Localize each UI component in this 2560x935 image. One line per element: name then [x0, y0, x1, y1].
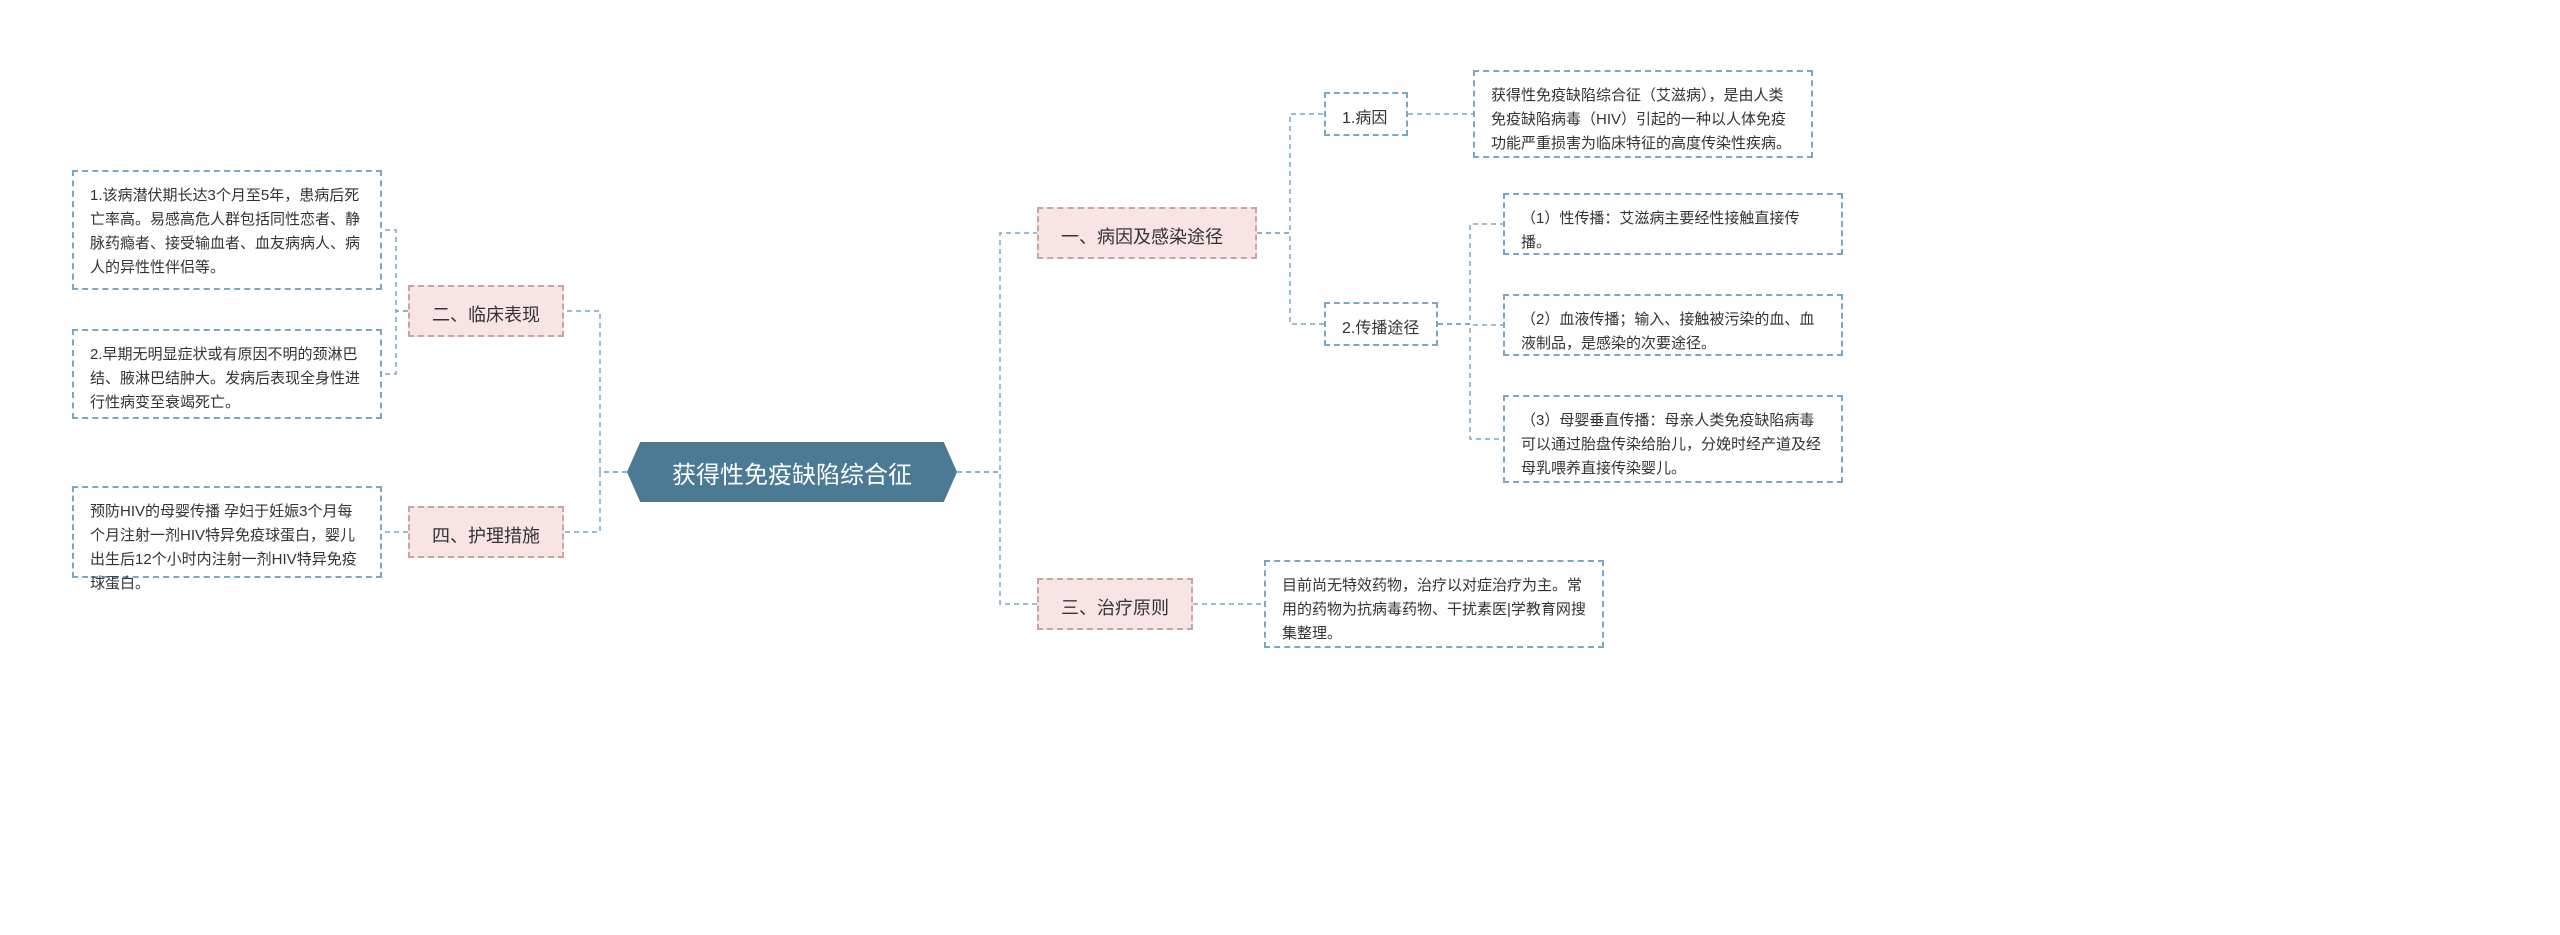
root-node: 获得性免疫缺陷综合征: [627, 442, 957, 502]
leaf-text: 预防HIV的母婴传播 孕妇于妊娠3个月每个月注射一剂HIV特异免疫球蛋白，婴儿出…: [90, 503, 357, 592]
leaf-text: 1.该病潜伏期长达3个月至5年，患病后死亡率高。易感高危人群包括同性恋者、静脉药…: [90, 187, 360, 276]
leaf-R2a: 目前尚无特效药物，治疗以对症治疗为主。常用的药物为抗病毒药物、干扰素医|学教育网…: [1264, 560, 1604, 648]
root-label: 获得性免疫缺陷综合征: [672, 455, 912, 490]
subbranch-label: 2.传播途径: [1342, 320, 1419, 337]
leaf-R1b3: （3）母婴垂直传播：母亲人类免疫缺陷病毒可以通过胎盘传染给胎儿，分娩时经产道及经…: [1503, 395, 1843, 483]
leaf-L1b: 2.早期无明显症状或有原因不明的颈淋巴结、腋淋巴结肿大。发病后表现全身性进行性病…: [72, 329, 382, 419]
leaf-text: 2.早期无明显症状或有原因不明的颈淋巴结、腋淋巴结肿大。发病后表现全身性进行性病…: [90, 346, 360, 411]
branch-nursing-measures: 四、护理措施: [408, 506, 564, 558]
mindmap-canvas: 获得性免疫缺陷综合征 二、临床表现 1.该病潜伏期长达3个月至5年，患病后死亡率…: [0, 0, 2560, 935]
leaf-R1a1: 获得性免疫缺陷综合征（艾滋病），是由人类免疫缺陷病毒（HIV）引起的一种以人体免…: [1473, 70, 1813, 158]
subbranch-transmission: 2.传播途径: [1324, 302, 1438, 346]
leaf-R1b1: （1）性传播：艾滋病主要经性接触直接传播。: [1503, 193, 1843, 255]
subbranch-label: 1.病因: [1342, 110, 1387, 127]
branch-label: 三、治疗原则: [1061, 598, 1169, 618]
branch-clinical-manifestations: 二、临床表现: [408, 285, 564, 337]
subbranch-etiology: 1.病因: [1324, 92, 1408, 136]
leaf-L1a: 1.该病潜伏期长达3个月至5年，患病后死亡率高。易感高危人群包括同性恋者、静脉药…: [72, 170, 382, 290]
branch-label: 一、病因及感染途径: [1061, 227, 1223, 247]
leaf-text: （3）母婴垂直传播：母亲人类免疫缺陷病毒可以通过胎盘传染给胎儿，分娩时经产道及经…: [1521, 412, 1821, 477]
leaf-text: 获得性免疫缺陷综合征（艾滋病），是由人类免疫缺陷病毒（HIV）引起的一种以人体免…: [1491, 87, 1791, 152]
branch-label: 四、护理措施: [432, 526, 540, 546]
leaf-text: （2）血液传播；输入、接触被污染的血、血液制品，是感染的次要途径。: [1521, 311, 1814, 352]
connector-lines: [0, 0, 2560, 935]
branch-etiology-route: 一、病因及感染途径: [1037, 207, 1257, 259]
leaf-text: （1）性传播：艾滋病主要经性接触直接传播。: [1521, 210, 1799, 251]
branch-treatment: 三、治疗原则: [1037, 578, 1193, 630]
leaf-R1b2: （2）血液传播；输入、接触被污染的血、血液制品，是感染的次要途径。: [1503, 294, 1843, 356]
branch-label: 二、临床表现: [432, 305, 540, 325]
leaf-L2a: 预防HIV的母婴传播 孕妇于妊娠3个月每个月注射一剂HIV特异免疫球蛋白，婴儿出…: [72, 486, 382, 578]
leaf-text: 目前尚无特效药物，治疗以对症治疗为主。常用的药物为抗病毒药物、干扰素医|学教育网…: [1282, 577, 1586, 642]
